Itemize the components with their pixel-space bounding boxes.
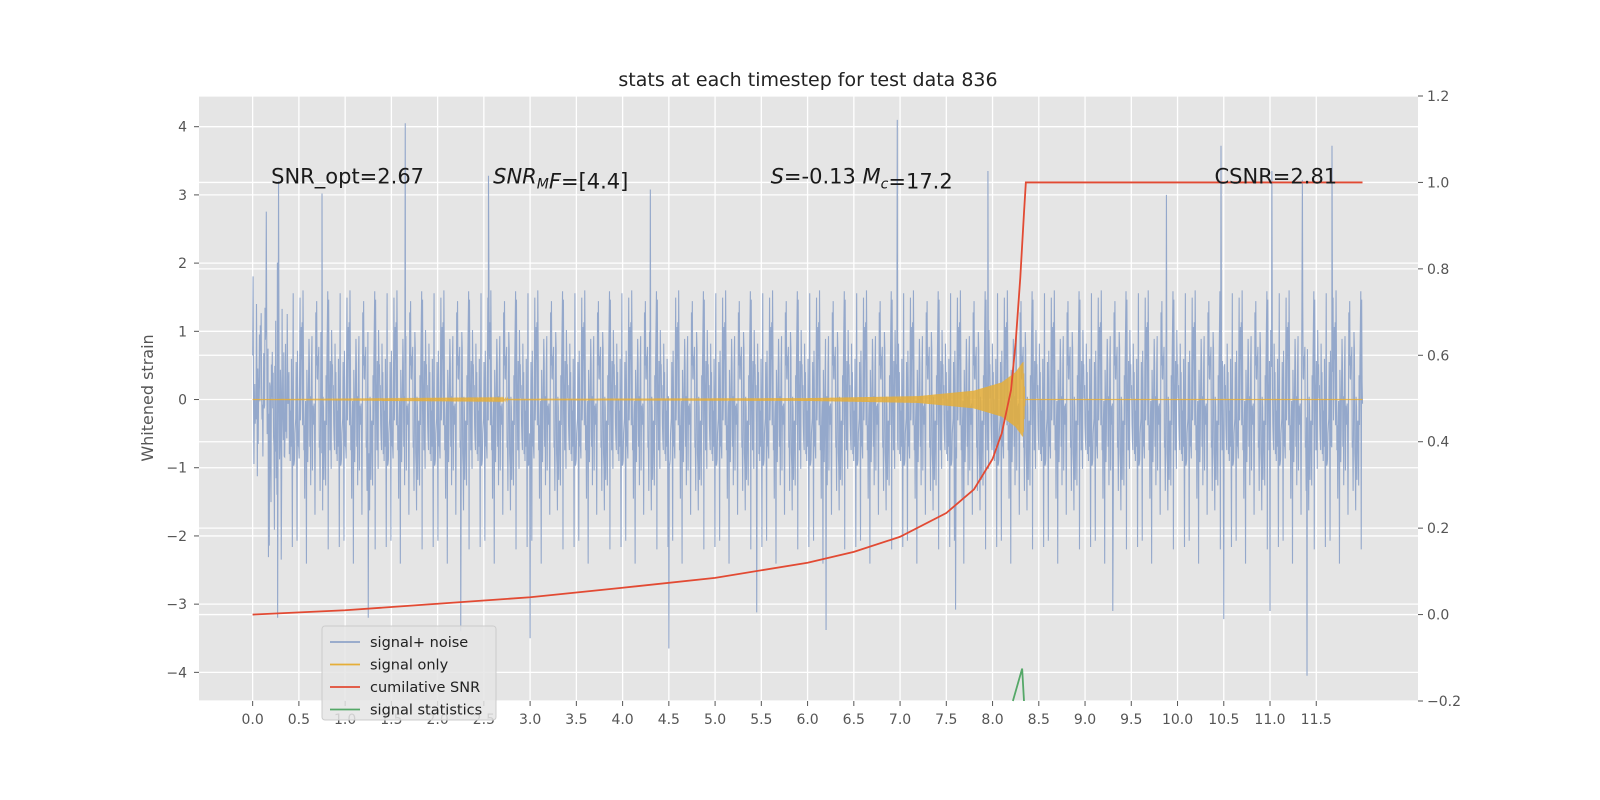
y-axis-left: −4 −3 −2 −1 0 1 2 3 4: [166, 120, 199, 681]
y2-tick-label: 0.2: [1427, 521, 1449, 537]
series-signal-noise: [252, 119, 1364, 676]
legend: signal+ noise signal only cumilative SNR si…: [321, 625, 497, 721]
x-tick-label: 3.5: [565, 712, 587, 728]
x-tick-label: 5.0: [704, 712, 726, 728]
y2-tick-label: −0.2: [1427, 694, 1461, 710]
x-tick-label: 5.5: [750, 712, 772, 728]
x-tick-label: 6.5: [843, 712, 865, 728]
y-tick-label: 1: [178, 324, 187, 340]
legend-label: signal only: [370, 658, 449, 674]
y2-tick-label: 1.2: [1427, 89, 1449, 105]
legend-label: signal statistics: [370, 703, 482, 719]
y-tick-label: 2: [178, 256, 187, 272]
y-tick-label: 3: [178, 188, 187, 204]
y-axis-right: −0.2 0.0 0.2 0.4 0.6 0.8 1.0 1.2: [1418, 89, 1461, 710]
x-tick-label: 10.5: [1208, 712, 1239, 728]
annotations: SNR_opt=2.67 SNRMF=[4.4] S=-0.13 Mc=17.2 CS…: [271, 164, 1337, 193]
signal-line: [252, 362, 1363, 437]
legend-label: cumilative SNR: [370, 680, 480, 696]
y2-tick-label: 0.8: [1427, 262, 1449, 278]
y-tick-label: −1: [166, 461, 187, 477]
series-cumilative-snr: [252, 181, 1363, 616]
y2-tick-label: 0.0: [1427, 608, 1449, 624]
y2-tick-label: 0.4: [1427, 435, 1449, 451]
x-tick-label: 11.0: [1254, 712, 1285, 728]
y2-tick-label: 0.6: [1427, 348, 1449, 364]
y-tick-label: −2: [166, 529, 187, 545]
series-layer: [252, 119, 1364, 702]
series-signal-statistics: [1012, 668, 1025, 702]
annotation-text: S=-0.13 Mc=17.2: [771, 164, 953, 193]
x-tick-label: 7.5: [935, 712, 957, 728]
x-tick-label: 9.5: [1120, 712, 1142, 728]
line: [252, 181, 1363, 616]
x-tick-label: 6.0: [796, 712, 818, 728]
x-tick-label: 0.5: [288, 712, 310, 728]
y-tick-label: 0: [178, 393, 187, 409]
legend-label: signal+ noise: [370, 635, 468, 651]
line: [1012, 668, 1025, 702]
x-tick-label: 3.0: [519, 712, 541, 728]
y-tick-label: −3: [166, 597, 187, 613]
y2-tick-label: 1.0: [1427, 175, 1449, 191]
chart-title: stats at each timestep for test data 836: [618, 69, 997, 91]
x-tick-label: 8.5: [1028, 712, 1050, 728]
x-tick-label: 7.0: [889, 712, 911, 728]
noise-line: [252, 119, 1364, 676]
annotation-text: SNR_opt=2.67: [271, 164, 424, 189]
y-tick-label: 4: [178, 120, 187, 136]
x-tick-label: 11.5: [1301, 712, 1332, 728]
series-signal-only: [252, 362, 1363, 437]
x-tick-label: 0.0: [242, 712, 264, 728]
y-tick-label: −4: [166, 665, 187, 681]
x-tick-label: 4.0: [611, 712, 633, 728]
x-tick-label: 10.0: [1162, 712, 1193, 728]
x-tick-label: 8.0: [981, 712, 1003, 728]
x-tick-label: 4.5: [658, 712, 680, 728]
y-axis-label: Whitened strain: [138, 334, 157, 461]
x-tick-label: 9.0: [1074, 712, 1096, 728]
legend-frame: [321, 625, 497, 721]
annotation-text: SNRMF=[4.4]: [493, 164, 628, 193]
annotation-text: CSNR=2.81: [1215, 164, 1338, 188]
